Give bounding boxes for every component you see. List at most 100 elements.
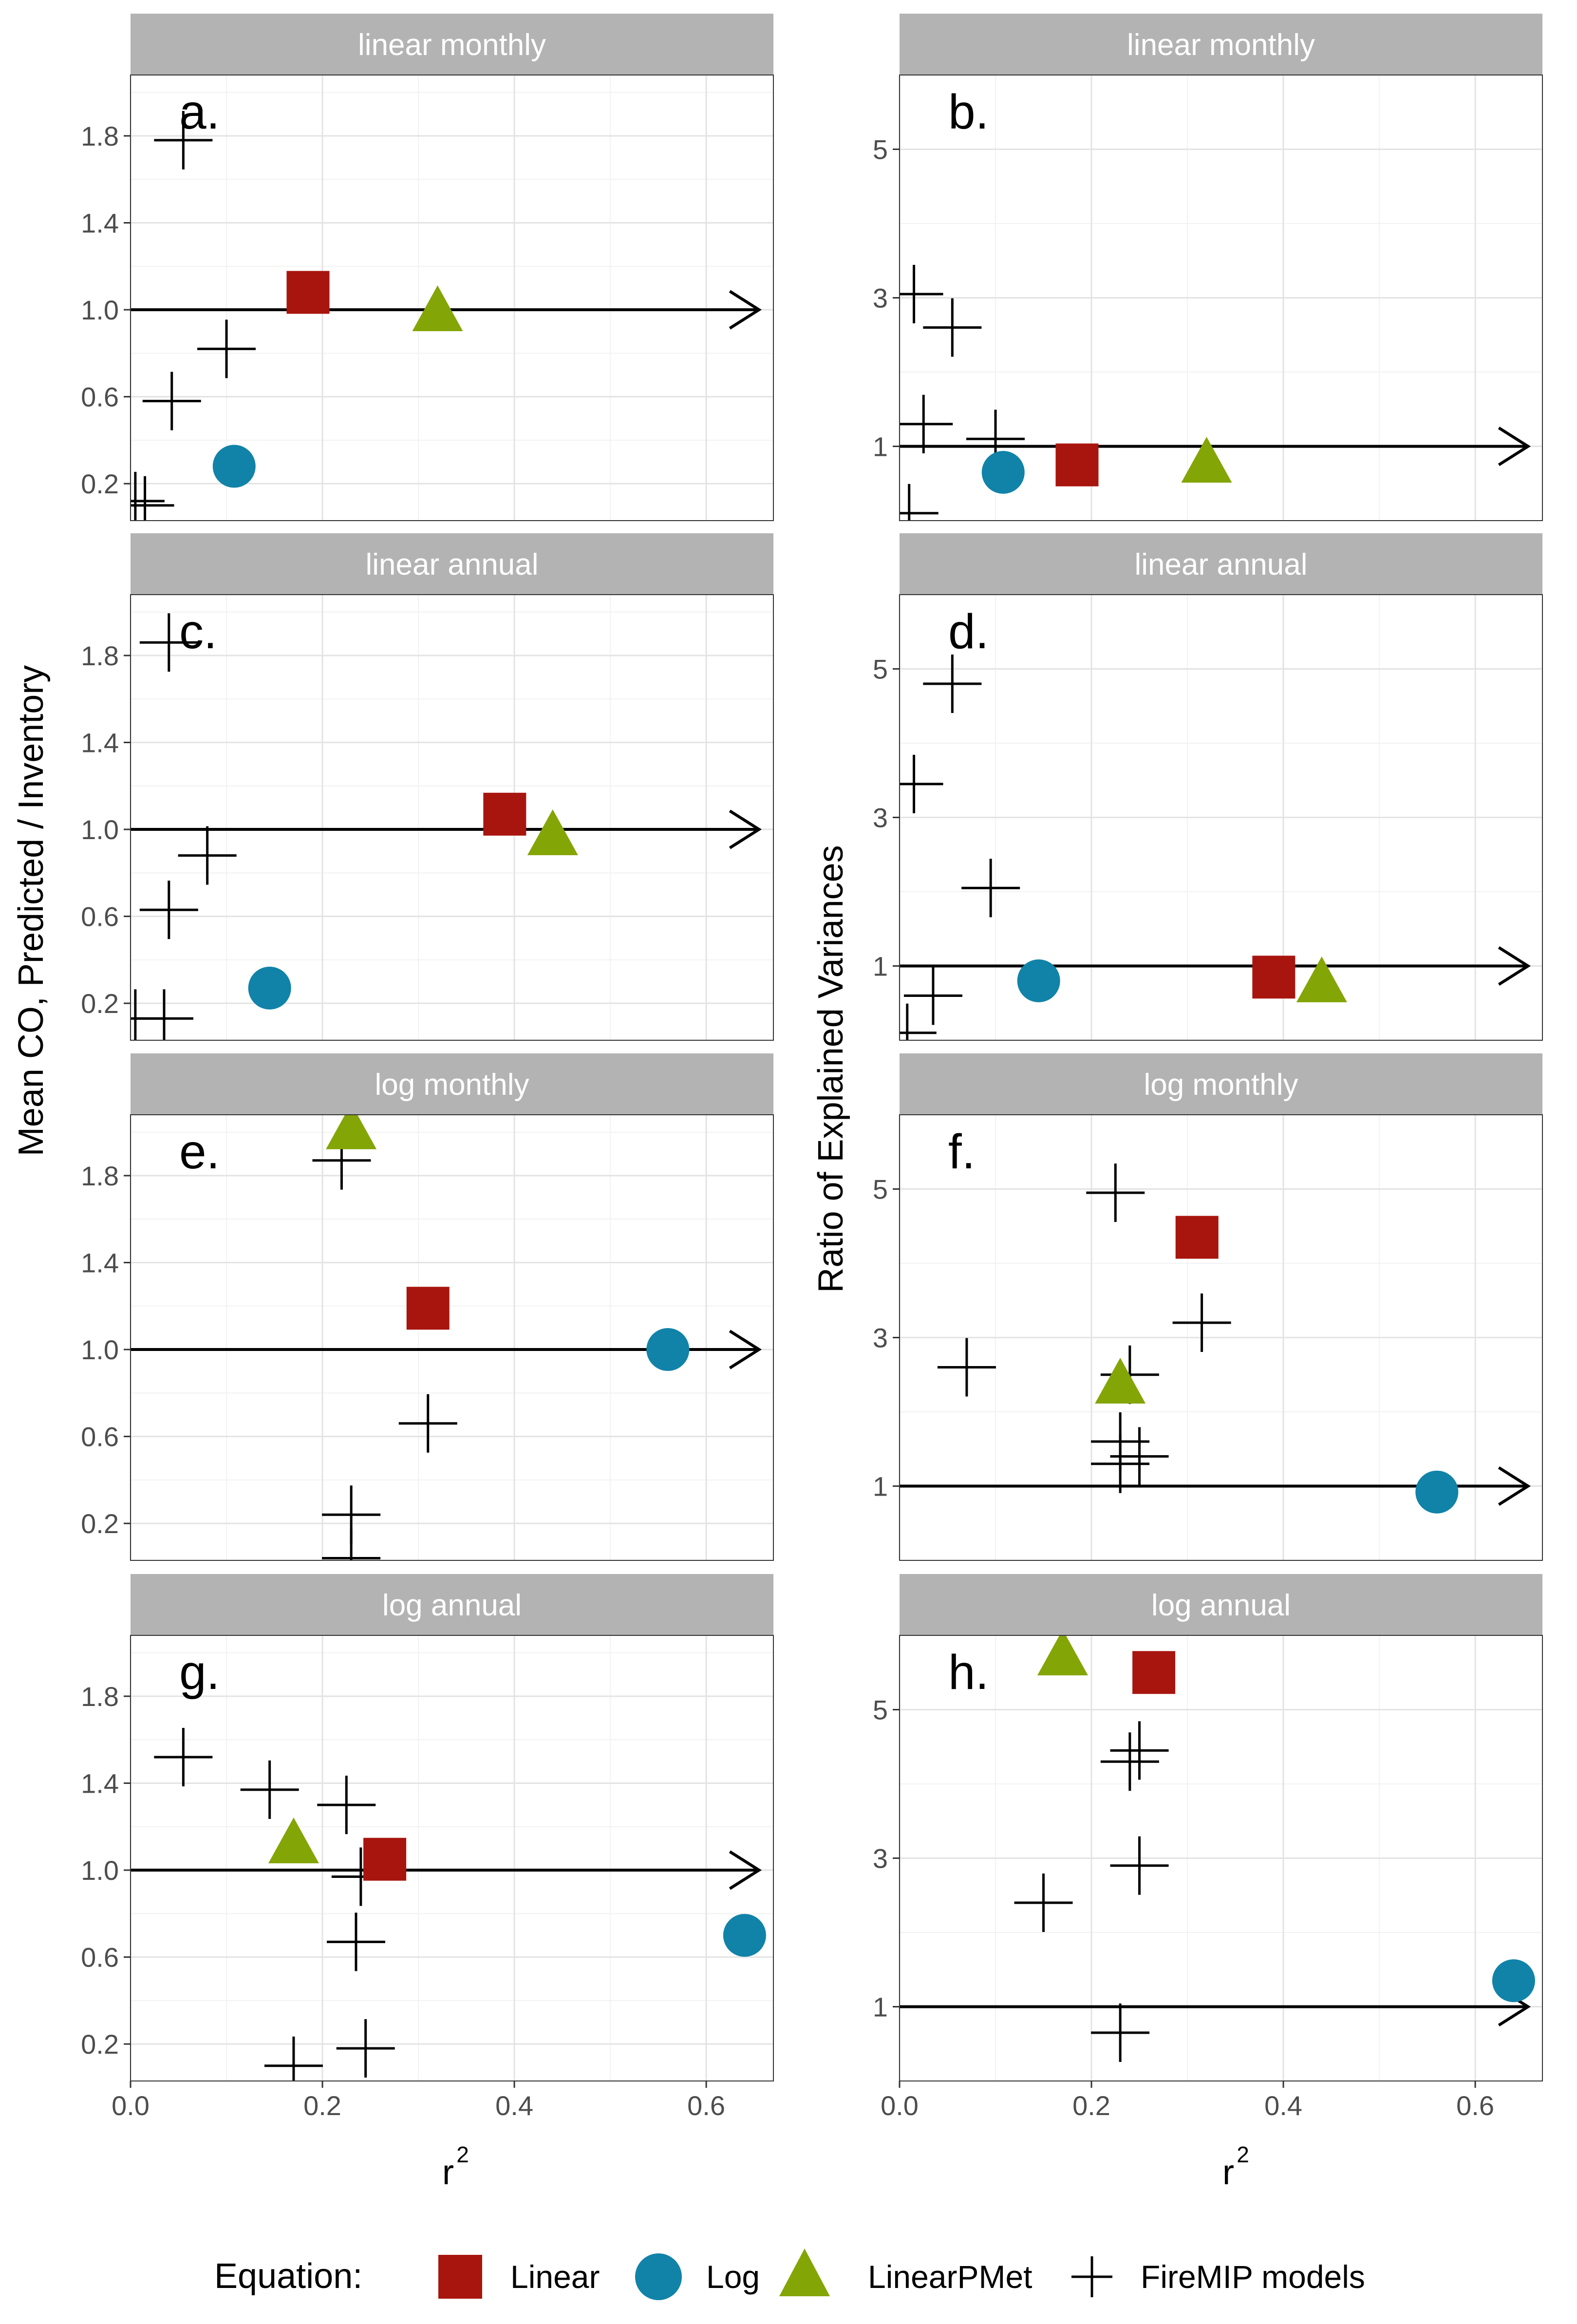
legend-label: Linear: [510, 2259, 600, 2295]
firemip-cross-point: [900, 1003, 937, 1040]
panel-letter: d.: [948, 604, 989, 659]
data-layer: [900, 1163, 1531, 1514]
y-tick-label: 3: [873, 1843, 888, 1874]
panel-strip: [131, 1053, 773, 1115]
legend-title: Equation:: [214, 2257, 362, 2296]
log-circle-point: [1017, 959, 1060, 1002]
panel-strip: [131, 14, 773, 75]
linearpmet-triangle-point: [527, 809, 578, 855]
y-tick-label: 0.2: [81, 469, 119, 499]
y-tick-label: 1.0: [81, 814, 119, 845]
panel-strip-title: log annual: [382, 1589, 522, 1622]
y-tick-label: 1.0: [81, 1334, 119, 1365]
y-tick-label: 5: [873, 134, 888, 165]
linearpmet-triangle-point: [1037, 1635, 1088, 1676]
linear-square-point: [286, 271, 330, 314]
x-axis-title-left: r 2: [442, 2142, 469, 2192]
firemip-cross-point: [937, 1338, 996, 1397]
firemip-cross-point: [131, 476, 174, 521]
panel-a: linear monthly 0.2 0.6 1.0 1.4 1.8 a.: [81, 14, 774, 521]
firemip-cross-point: [1110, 1836, 1169, 1895]
panel-strip: [900, 14, 1542, 75]
y-tick-label: 1: [873, 1471, 888, 1502]
linear-square-point: [1055, 443, 1099, 487]
legend-item-log: Log: [635, 2253, 760, 2300]
y-tick-label: 5: [873, 1695, 888, 1725]
data-layer: [131, 1115, 762, 1560]
firemip-cross-point: [900, 484, 939, 521]
y-tick-label: 1.0: [81, 295, 119, 325]
legend-label: FireMIP models: [1141, 2259, 1365, 2295]
log-circle-point: [981, 450, 1025, 494]
firemip-cross-point: [1100, 1732, 1159, 1791]
reference-arrowhead: [729, 1850, 762, 1890]
firemip-cross-point: [1172, 1293, 1231, 1352]
panel-strip-title: linear monthly: [1127, 28, 1315, 62]
firemip-cross-point: [178, 826, 237, 885]
firemip-cross-point: [154, 1727, 213, 1786]
firemip-cross-point: [139, 613, 198, 672]
panel-strip-title: log monthly: [375, 1068, 529, 1102]
y-tick-label: 1.8: [81, 1161, 119, 1191]
log-circle-point: [248, 966, 291, 1010]
panel-letter: f.: [948, 1125, 976, 1179]
reference-arrowhead: [729, 809, 762, 849]
legend-key-circle: [635, 2253, 682, 2300]
linear-square-point: [1175, 1216, 1219, 1259]
plot-border: [899, 594, 1543, 1041]
y-tick-label: 0.6: [81, 1422, 119, 1452]
firemip-cross-point: [1014, 1874, 1073, 1932]
reference-arrowhead: [729, 1330, 762, 1369]
plot-border: [130, 1635, 774, 2081]
y-axis-title-right: Ratio of Explained Variances: [811, 845, 850, 1293]
panel-strip-title: linear monthly: [358, 28, 546, 62]
firemip-cross-point: [1091, 2003, 1150, 2062]
legend-label: Log: [706, 2259, 760, 2295]
panel-strip-title: log annual: [1151, 1589, 1291, 1622]
y-tick-label: 0.6: [81, 382, 119, 412]
y-tick-label: 1.4: [81, 1248, 119, 1278]
plot-border: [899, 75, 1543, 521]
linearpmet-triangle-point: [412, 285, 463, 332]
legend-key-square: [438, 2255, 482, 2299]
legend-item-linear: Linear: [438, 2255, 600, 2299]
x-axis-title-right: r 2: [1222, 2142, 1249, 2192]
legend: Equation: Linear Log LinearPMet FireMIP …: [214, 2249, 1365, 2300]
y-tick-label: 3: [873, 803, 888, 833]
data-layer: [131, 1727, 766, 2081]
linear-square-point: [483, 792, 526, 836]
firemip-cross-point: [142, 372, 201, 431]
y-tick-label: 1.4: [81, 728, 119, 758]
firemip-cross-point: [923, 298, 982, 357]
plot-background: [131, 595, 773, 1040]
linearpmet-triangle-point: [1181, 437, 1232, 483]
panel-strip-title: log monthly: [1144, 1068, 1298, 1102]
x-tick-label: 0.2: [303, 2090, 341, 2121]
reference-arrowhead: [1498, 946, 1531, 986]
data-layer: [131, 613, 762, 1040]
panel-strip-title: linear annual: [365, 548, 538, 581]
panel-letter: c.: [179, 604, 217, 659]
log-circle-point: [723, 1913, 766, 1957]
plot-border: [899, 1114, 1543, 1561]
x-tick-label: 0.0: [112, 2090, 150, 2121]
firemip-cross-point: [900, 264, 943, 323]
firemip-cross-point: [139, 881, 198, 939]
panel-strip: [900, 1053, 1542, 1115]
firemip-cross-point: [134, 989, 193, 1040]
log-circle-point: [212, 445, 256, 488]
firemip-cross-point: [336, 2019, 395, 2078]
reference-arrowhead: [1498, 1466, 1531, 1506]
plot-border: [130, 1114, 774, 1561]
log-circle-point: [1415, 1470, 1459, 1514]
y-tick-label: 5: [873, 1174, 888, 1205]
y-axis-title-left: Mean CO, Predicted / Inventory: [12, 665, 51, 1156]
firemip-cross-point: [1110, 1721, 1169, 1780]
plot-border: [130, 594, 774, 1041]
firemip-cross-point: [398, 1394, 457, 1453]
plot-background: [131, 1635, 773, 2081]
firemip-cross-point: [197, 319, 256, 378]
x-tick-label: 0.6: [1456, 2090, 1494, 2121]
firemip-cross-point: [154, 111, 213, 169]
